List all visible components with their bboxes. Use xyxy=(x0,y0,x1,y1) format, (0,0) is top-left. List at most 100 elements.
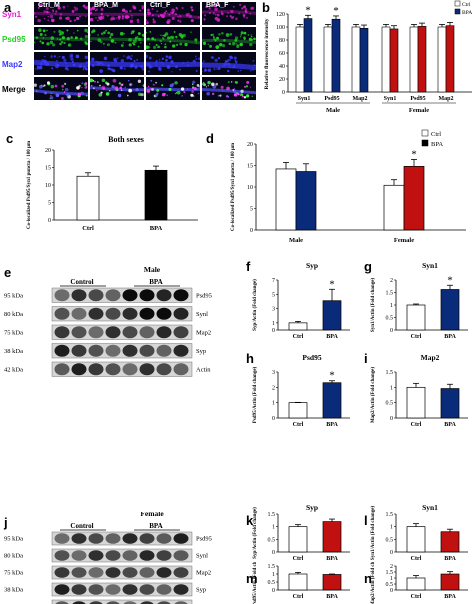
y-axis-label: Map2/Actin (Fold change) xyxy=(371,367,376,423)
blot-band xyxy=(54,326,70,339)
blot-band xyxy=(88,289,104,302)
y-axis-label: Relative fluorescence intensity xyxy=(264,18,270,89)
x-tick-label: Psd95 xyxy=(324,96,339,102)
blot-band xyxy=(88,550,104,561)
x-tick-label: BPA xyxy=(326,334,338,340)
blot-group-label: Control xyxy=(70,278,93,286)
y-tick-label: 1 xyxy=(390,303,393,309)
blot-strip xyxy=(51,531,193,546)
blot-band xyxy=(71,533,87,544)
blot-band xyxy=(54,363,70,376)
y-tick-label: 0.5 xyxy=(268,580,276,586)
blot-band xyxy=(139,533,155,544)
bar-bpa xyxy=(331,18,341,93)
panel-letter-k: k xyxy=(246,513,254,528)
legend-swatch xyxy=(454,8,461,15)
blot-title: Male xyxy=(144,265,161,274)
micrograph-cell xyxy=(90,52,144,75)
bar-bpa xyxy=(359,27,369,93)
blot-band xyxy=(156,363,172,376)
y-axis-label: Syn1/Actin (Fold change) xyxy=(371,506,376,561)
y-tick-label: 0 xyxy=(282,90,285,96)
bar xyxy=(322,382,342,419)
panel-letter-c: c xyxy=(6,131,14,146)
blot-band xyxy=(140,601,154,604)
blot-band xyxy=(173,326,189,339)
bar xyxy=(76,175,100,221)
blot-band xyxy=(173,344,189,357)
bar xyxy=(440,531,460,553)
blot-band xyxy=(105,344,121,357)
micrograph-image xyxy=(34,53,88,71)
blot-band xyxy=(122,584,138,595)
x-tick-label: Ctrl xyxy=(293,556,304,562)
blot-band xyxy=(88,307,104,320)
micrograph-image xyxy=(34,28,88,47)
chart-title: Psd95 xyxy=(302,353,321,362)
significance-star: * xyxy=(329,278,335,290)
y-tick-label: 40 xyxy=(279,64,285,70)
legend-swatch xyxy=(421,129,429,137)
x-tick-label: Ctrl xyxy=(411,422,422,428)
bar-bpa xyxy=(389,28,399,93)
y-tick-label: 0 xyxy=(390,416,393,422)
chart-g: Syn1 0 0.5 1 1.5 2 Syn1/Actin (Fold change) Ctr… xyxy=(371,261,468,340)
x-tick-label: BPA xyxy=(326,594,338,600)
column-title: BPA_M xyxy=(94,2,118,9)
x-tick-label: BPA xyxy=(150,225,163,232)
y-axis-label: Psd95/Actin (Fold change) xyxy=(253,562,258,604)
micrograph-cell xyxy=(202,52,256,75)
molecular-weight-marker: 75 kDa xyxy=(4,570,23,577)
bar-ctrl xyxy=(351,26,361,93)
y-tick-label: 2 xyxy=(272,385,275,391)
blot-group-label: BPA xyxy=(149,522,162,530)
bar-ctrl xyxy=(381,26,391,93)
y-tick-label: 20 xyxy=(279,77,285,83)
group-label: Female xyxy=(409,107,429,114)
micrograph-cell xyxy=(202,27,256,50)
blot-band xyxy=(105,584,121,595)
y-tick-label: 15 xyxy=(45,166,51,172)
blot-band xyxy=(88,567,104,578)
blot-band xyxy=(88,344,104,357)
y-tick-label: 0.5 xyxy=(386,401,394,407)
blot-band xyxy=(71,567,87,578)
protein-label: Synl xyxy=(196,311,208,318)
y-tick-label: 0 xyxy=(272,328,275,334)
micrograph-image xyxy=(90,29,144,48)
y-tick-label: 1 xyxy=(272,321,275,327)
y-tick-label: 80 xyxy=(279,38,285,44)
significance-star: * xyxy=(411,148,417,160)
bar xyxy=(144,169,168,221)
chart-i: Map2 0 0.5 1 1.5 Map2/Actin (Fold change) Ctrl… xyxy=(371,353,468,428)
blot-band xyxy=(88,533,104,544)
micrograph-cell xyxy=(34,27,88,50)
y-tick-label: 1.5 xyxy=(386,291,394,297)
blot-band xyxy=(105,550,121,561)
blot-band xyxy=(173,550,189,561)
chart-l: Syn1 0 0.5 1 1.5 Syn1/Actin (Fold change) Ctrl… xyxy=(371,503,468,562)
protein-label: Psd95 xyxy=(196,536,212,543)
panel-letter-b: b xyxy=(262,0,270,15)
significance-star: * xyxy=(329,370,335,382)
column-title: BPA_F xyxy=(206,2,229,9)
panel-a: Syn1 Ctrl_M BPA_M Ctrl_F BPA_F Psd95 Map2 Merge xyxy=(0,0,260,108)
column-title: Ctrl_M xyxy=(38,2,60,9)
blot-band xyxy=(156,550,172,561)
bar xyxy=(288,526,308,553)
blot-band xyxy=(122,550,138,561)
micrograph-image xyxy=(202,31,256,50)
micrograph-cell xyxy=(90,77,144,100)
y-tick-label: 1 xyxy=(272,572,275,578)
y-axis-label: Psd95/Actin (Fold change) xyxy=(253,366,258,423)
y-tick-label: 1.5 xyxy=(268,564,276,570)
micrograph-cell: Ctrl_F xyxy=(146,2,200,25)
blot-group-label: Control xyxy=(70,522,93,530)
x-tick-label: Ctrl xyxy=(411,594,422,600)
blot-band xyxy=(71,550,87,561)
panel-letter-e: e xyxy=(4,265,12,280)
y-tick-label: 1.5 xyxy=(268,512,276,518)
panel-letter-m: m xyxy=(246,571,258,586)
blot-band xyxy=(157,601,171,604)
row-label-map2: Map2 xyxy=(2,60,23,69)
